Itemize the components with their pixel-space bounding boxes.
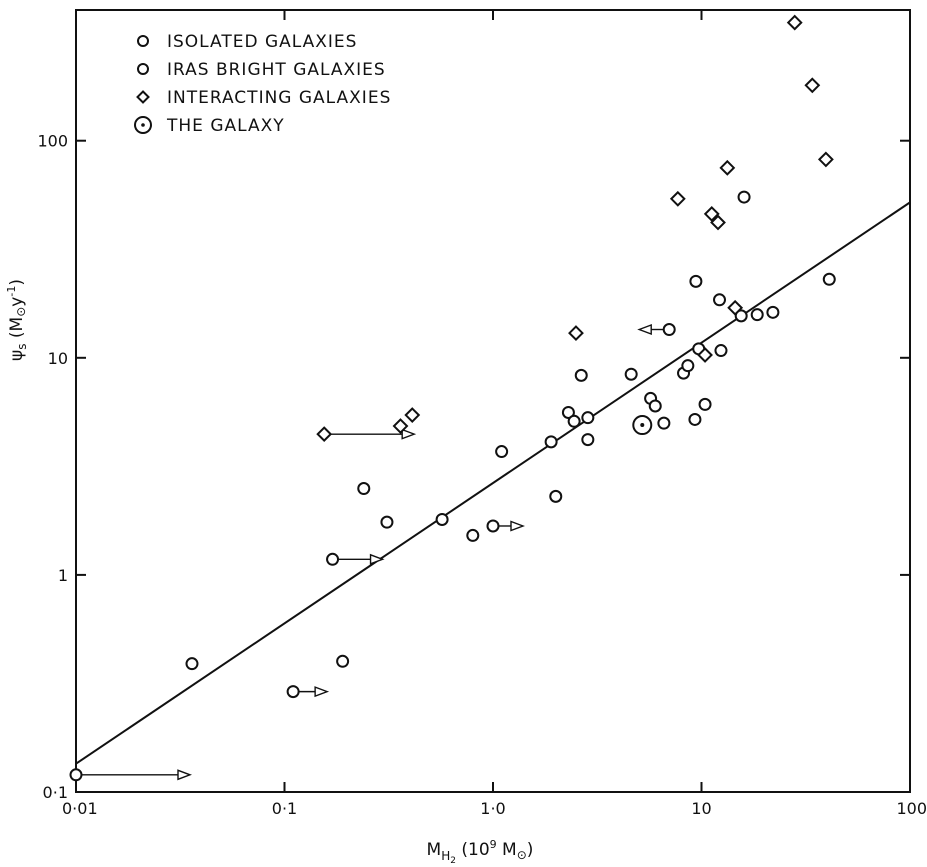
data-point-circle <box>681 359 695 373</box>
data-point-circle <box>435 512 449 526</box>
y-axis-label: ψs (M⊙y-1) <box>5 279 29 361</box>
data-point-circle <box>326 552 340 566</box>
data-point-circle <box>713 293 727 307</box>
limit-arrow-head <box>369 553 385 565</box>
data-point-circle <box>822 272 836 286</box>
limit-arrow-head <box>177 769 192 781</box>
data-point-diamond <box>710 214 726 231</box>
y-tick-label: 10 <box>48 349 68 368</box>
legend-symbol-the-galaxy-dot <box>141 123 145 127</box>
data-point-circle <box>466 528 480 542</box>
x-tick-label: 1·0 <box>480 799 505 818</box>
data-point-circle <box>662 323 676 337</box>
legend-label: ISOLATED GALAXIES <box>167 32 357 52</box>
data-point-diamond <box>316 426 333 443</box>
data-point-circle <box>698 397 712 411</box>
data-point-circle <box>574 368 588 382</box>
data-point-circle <box>648 399 662 413</box>
limit-arrow-head <box>510 520 525 532</box>
data-point-circle <box>567 414 581 428</box>
data-point-circle <box>657 416 671 430</box>
x-tick-label: 0·01 <box>62 799 98 818</box>
x-tick-label: 100 <box>896 799 927 818</box>
data-point-circle <box>544 435 558 449</box>
x-axis-label: MH2 (109 M⊙) <box>427 838 534 866</box>
fit-line <box>75 201 911 765</box>
data-point-circle <box>581 411 595 425</box>
data-point-diamond <box>719 159 736 176</box>
data-point-diamond <box>669 190 686 207</box>
data-point-circle <box>624 367 638 381</box>
data-point-diamond <box>804 77 821 94</box>
data-point-circle <box>286 685 300 699</box>
legend-symbol-iras <box>137 63 149 75</box>
legend-label: THE GALAXY <box>166 116 285 136</box>
data-point-diamond <box>568 325 584 341</box>
data-point-circle <box>380 515 394 529</box>
x-tick-label: 10 <box>691 799 711 818</box>
legend-symbol-interacting <box>136 90 150 104</box>
limit-arrow-head <box>401 428 417 440</box>
limit-arrow-head <box>314 686 330 698</box>
data-point-circle <box>581 433 595 447</box>
data-point-circle <box>737 190 751 204</box>
x-tick-label: 0·1 <box>272 799 297 818</box>
data-point-diamond <box>727 299 744 316</box>
data-point-circle <box>486 519 500 533</box>
data-point-circle <box>561 405 575 419</box>
data-point-diamond <box>404 407 421 423</box>
data-point-diamond <box>392 418 409 434</box>
data-point-circle <box>688 412 702 426</box>
y-tick-label: 0·1 <box>43 783 68 802</box>
data-point-circle <box>336 654 350 668</box>
data-point-the-galaxy-dot <box>640 423 645 428</box>
data-point-circle <box>750 308 764 322</box>
limit-arrow-head <box>637 323 652 336</box>
data-point-circle <box>734 309 748 323</box>
data-point-circle <box>495 445 509 459</box>
data-point-circle <box>714 344 728 358</box>
data-point-circle <box>766 305 780 319</box>
data-point-circle <box>689 274 703 288</box>
data-point-circle <box>549 489 563 503</box>
data-marks <box>69 14 836 782</box>
legend-label: IRAS BRIGHT GALAXIES <box>167 60 386 80</box>
fit-line-group <box>75 201 911 765</box>
data-point-diamond <box>817 151 834 168</box>
legend-label: INTERACTING GALAXIES <box>167 88 391 108</box>
data-point-circle <box>357 482 371 496</box>
data-point-diamond <box>697 347 713 363</box>
data-point-diamond <box>786 14 803 31</box>
y-tick-label: 1 <box>58 566 68 585</box>
legend-symbol-isolated <box>137 35 149 47</box>
y-tick-label: 100 <box>37 132 68 151</box>
data-point-circle <box>185 657 199 671</box>
data-point-diamond <box>703 206 720 222</box>
legend: ISOLATED GALAXIES IRAS BRIGHT GALAXIES INT… <box>134 32 391 136</box>
data-point-circle <box>69 768 83 782</box>
